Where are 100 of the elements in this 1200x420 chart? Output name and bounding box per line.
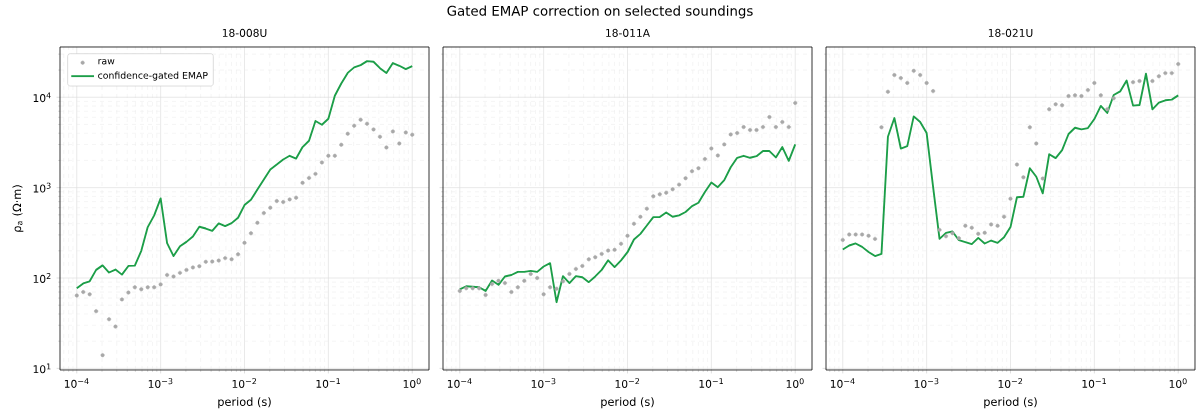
x-tick-label: 10$^{−3}$ [914,378,939,388]
x-tick-label: 10$^{0}$ [786,378,804,388]
point [924,80,929,85]
y-tick-label: 10$^{3}$ [33,182,51,193]
point [612,247,617,252]
point [1021,175,1026,180]
point [1073,93,1078,98]
point [1040,176,1045,181]
point [773,125,778,130]
point [158,282,163,287]
point [918,73,923,78]
point [307,175,312,180]
y-tick-label: 10$^{2}$ [33,273,51,283]
point [580,263,585,268]
x-axis-title: period (s) [601,397,654,409]
point [625,233,630,238]
point [911,68,916,73]
point [1008,196,1013,201]
point [657,192,662,197]
point [358,117,363,122]
point [522,278,527,283]
point [113,324,118,329]
point [976,231,981,236]
point [670,187,675,192]
x-tick-label: 10$^{−2}$ [998,378,1023,388]
point [879,125,884,130]
point [274,199,279,204]
point [1169,71,1174,76]
point [853,232,858,237]
point [236,252,241,257]
point [554,286,559,291]
point [145,285,150,290]
point [268,205,273,210]
point [502,281,507,286]
point [165,272,170,277]
point [1034,141,1039,146]
point [1156,74,1161,79]
x-tick-label: 10$^{−2}$ [232,378,257,388]
point [403,130,408,135]
x-tick-label: 10$^{0}$ [403,378,421,388]
point [119,297,124,302]
point [1105,107,1110,112]
point [715,153,720,158]
x-tick-label: 10$^{0}$ [1169,378,1187,388]
point [184,267,189,272]
point [728,132,733,137]
point [74,293,79,298]
point [477,286,482,291]
point [319,160,324,165]
point [1047,107,1052,112]
x-tick-label: 10$^{−1}$ [316,378,340,388]
point [847,232,852,237]
point [397,141,402,146]
point [567,271,572,276]
point [651,194,656,199]
point [860,232,865,237]
x-tick-label: 10$^{−4}$ [447,378,472,388]
point [956,236,961,241]
point [586,257,591,262]
point [873,236,878,241]
point [606,248,611,253]
point [599,251,604,256]
x-axis-title: period (s) [984,397,1037,409]
point [457,288,462,293]
point [1053,102,1058,107]
text: Gated EMAP correction on selected soundings [447,5,753,19]
point [126,290,131,295]
point [390,129,395,134]
point [515,285,520,290]
point [313,171,318,176]
point [1085,88,1090,93]
point [735,131,740,136]
point [100,353,105,358]
point [107,317,112,322]
y-tick-label: 10$^{1}$ [33,363,51,374]
x-tick-label: 10$^{−3}$ [148,378,173,388]
point [1111,96,1116,101]
point [989,222,994,227]
point [631,221,636,226]
point [677,182,682,187]
point [261,211,266,216]
point [1027,125,1032,130]
point [541,292,546,297]
point [1137,79,1142,84]
point [470,286,475,291]
point [905,80,910,85]
point [490,281,495,286]
line-series [75,60,414,290]
point [464,286,469,291]
point [229,257,234,262]
point [760,125,765,130]
point [210,259,215,264]
point [177,270,182,275]
point [410,132,415,137]
point [1060,103,1065,108]
point [326,153,331,158]
point [255,220,260,225]
point [982,230,987,235]
x-tick-label: 10$^{−1}$ [699,378,723,388]
point [840,237,845,242]
